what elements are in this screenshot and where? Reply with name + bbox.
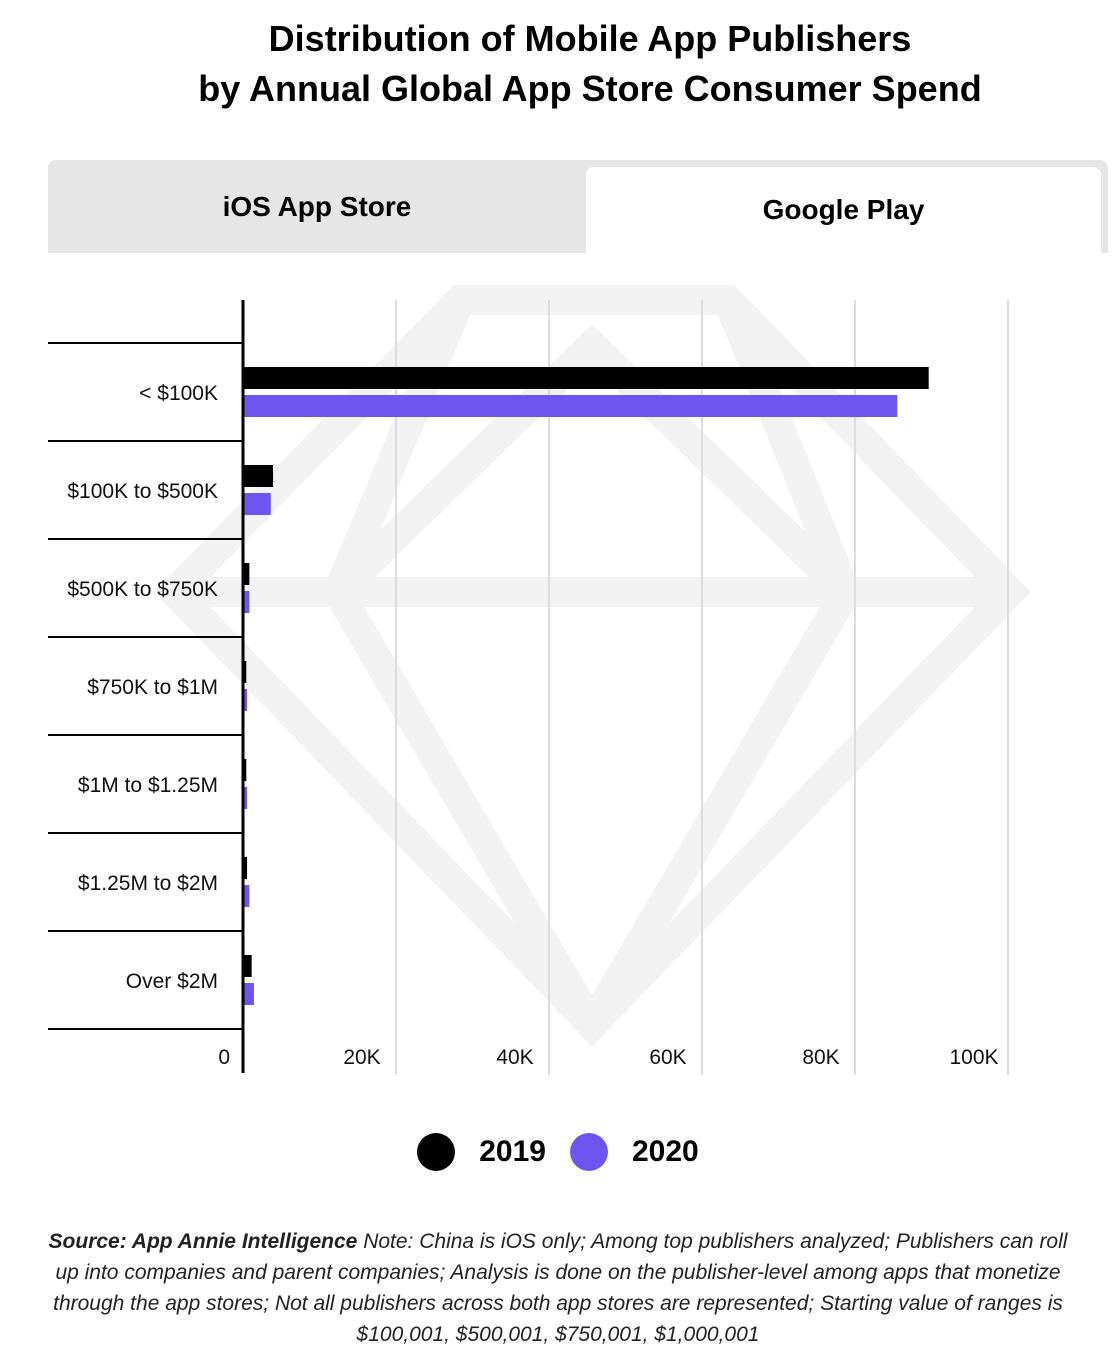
x-tick-label: 60K xyxy=(649,1046,686,1069)
source-note: Source: App Annie Intelligence Note: Chi… xyxy=(40,1226,1076,1350)
category-label: < $100K xyxy=(139,382,218,405)
bar-2020 xyxy=(244,493,271,515)
tab-google-play-label: Google Play xyxy=(762,194,925,225)
bar-2019 xyxy=(244,955,252,977)
bar-2019 xyxy=(244,857,248,879)
category-separators xyxy=(48,342,243,1030)
tab-ios-app-store[interactable]: iOS App Store xyxy=(48,160,586,253)
category-label: Over $2M xyxy=(126,970,218,993)
bar-2019 xyxy=(244,563,250,585)
bar-2019 xyxy=(244,367,929,389)
bar-2020 xyxy=(244,885,250,907)
x-tick-label: 20K xyxy=(343,1046,380,1069)
bar-2020 xyxy=(244,983,254,1005)
x-tick-label: 80K xyxy=(802,1046,839,1069)
gridlines xyxy=(395,300,1009,1075)
bar-2020 xyxy=(244,591,250,613)
category-label: $1.25M to $2M xyxy=(78,872,218,895)
category-label: $750K to $1M xyxy=(87,676,218,699)
tab-google-play[interactable]: Google Play xyxy=(586,160,1108,253)
legend-swatch-2019 xyxy=(417,1133,456,1171)
category-label: $100K to $500K xyxy=(67,480,218,503)
legend-item-2020[interactable]: 2020 xyxy=(570,1133,699,1171)
x-tick-label: 100K xyxy=(949,1046,998,1069)
chart-title: Distribution of Mobile App Publishers by… xyxy=(60,14,1116,114)
tab-google-play-active-surface: Google Play xyxy=(586,167,1101,253)
legend-label-2019: 2019 xyxy=(479,1135,546,1168)
chart-title-line-2: by Annual Global App Store Consumer Spen… xyxy=(198,68,982,109)
x-tick-label: 0 xyxy=(218,1046,230,1069)
bar-2020 xyxy=(244,689,248,711)
bar-2019 xyxy=(244,759,247,781)
legend-label-2020: 2020 xyxy=(632,1135,699,1168)
legend: 2019 2020 xyxy=(0,1130,1116,1174)
x-tick-label: 40K xyxy=(496,1046,533,1069)
source-label: Source: App Annie Intelligence xyxy=(48,1230,358,1253)
bar-2020 xyxy=(244,787,248,809)
source-note-text: Note: China is iOS only; Among top publi… xyxy=(53,1230,1068,1346)
legend-item-2019[interactable]: 2019 xyxy=(417,1133,546,1171)
bar-2019 xyxy=(244,465,274,487)
category-labels: < $100K $100K to $500K $500K to $750K $750K… xyxy=(67,382,218,993)
x-axis-tick-labels: 0 20K 40K 60K 80K 100K xyxy=(218,1046,998,1069)
category-label: $500K to $750K xyxy=(67,578,218,601)
bar-2019 xyxy=(244,661,247,683)
tab-ios-app-store-label: iOS App Store xyxy=(222,190,412,222)
category-label: $1M to $1.25M xyxy=(78,774,218,797)
bars xyxy=(244,367,929,1005)
bar-chart: < $100K $100K to $500K $500K to $750K $750K… xyxy=(48,285,1031,1075)
store-tabs: iOS App Store Google Play xyxy=(48,160,1108,253)
legend-swatch-2020 xyxy=(570,1133,608,1171)
bar-2020 xyxy=(244,395,898,417)
chart-title-line-1: Distribution of Mobile App Publishers xyxy=(268,18,912,59)
